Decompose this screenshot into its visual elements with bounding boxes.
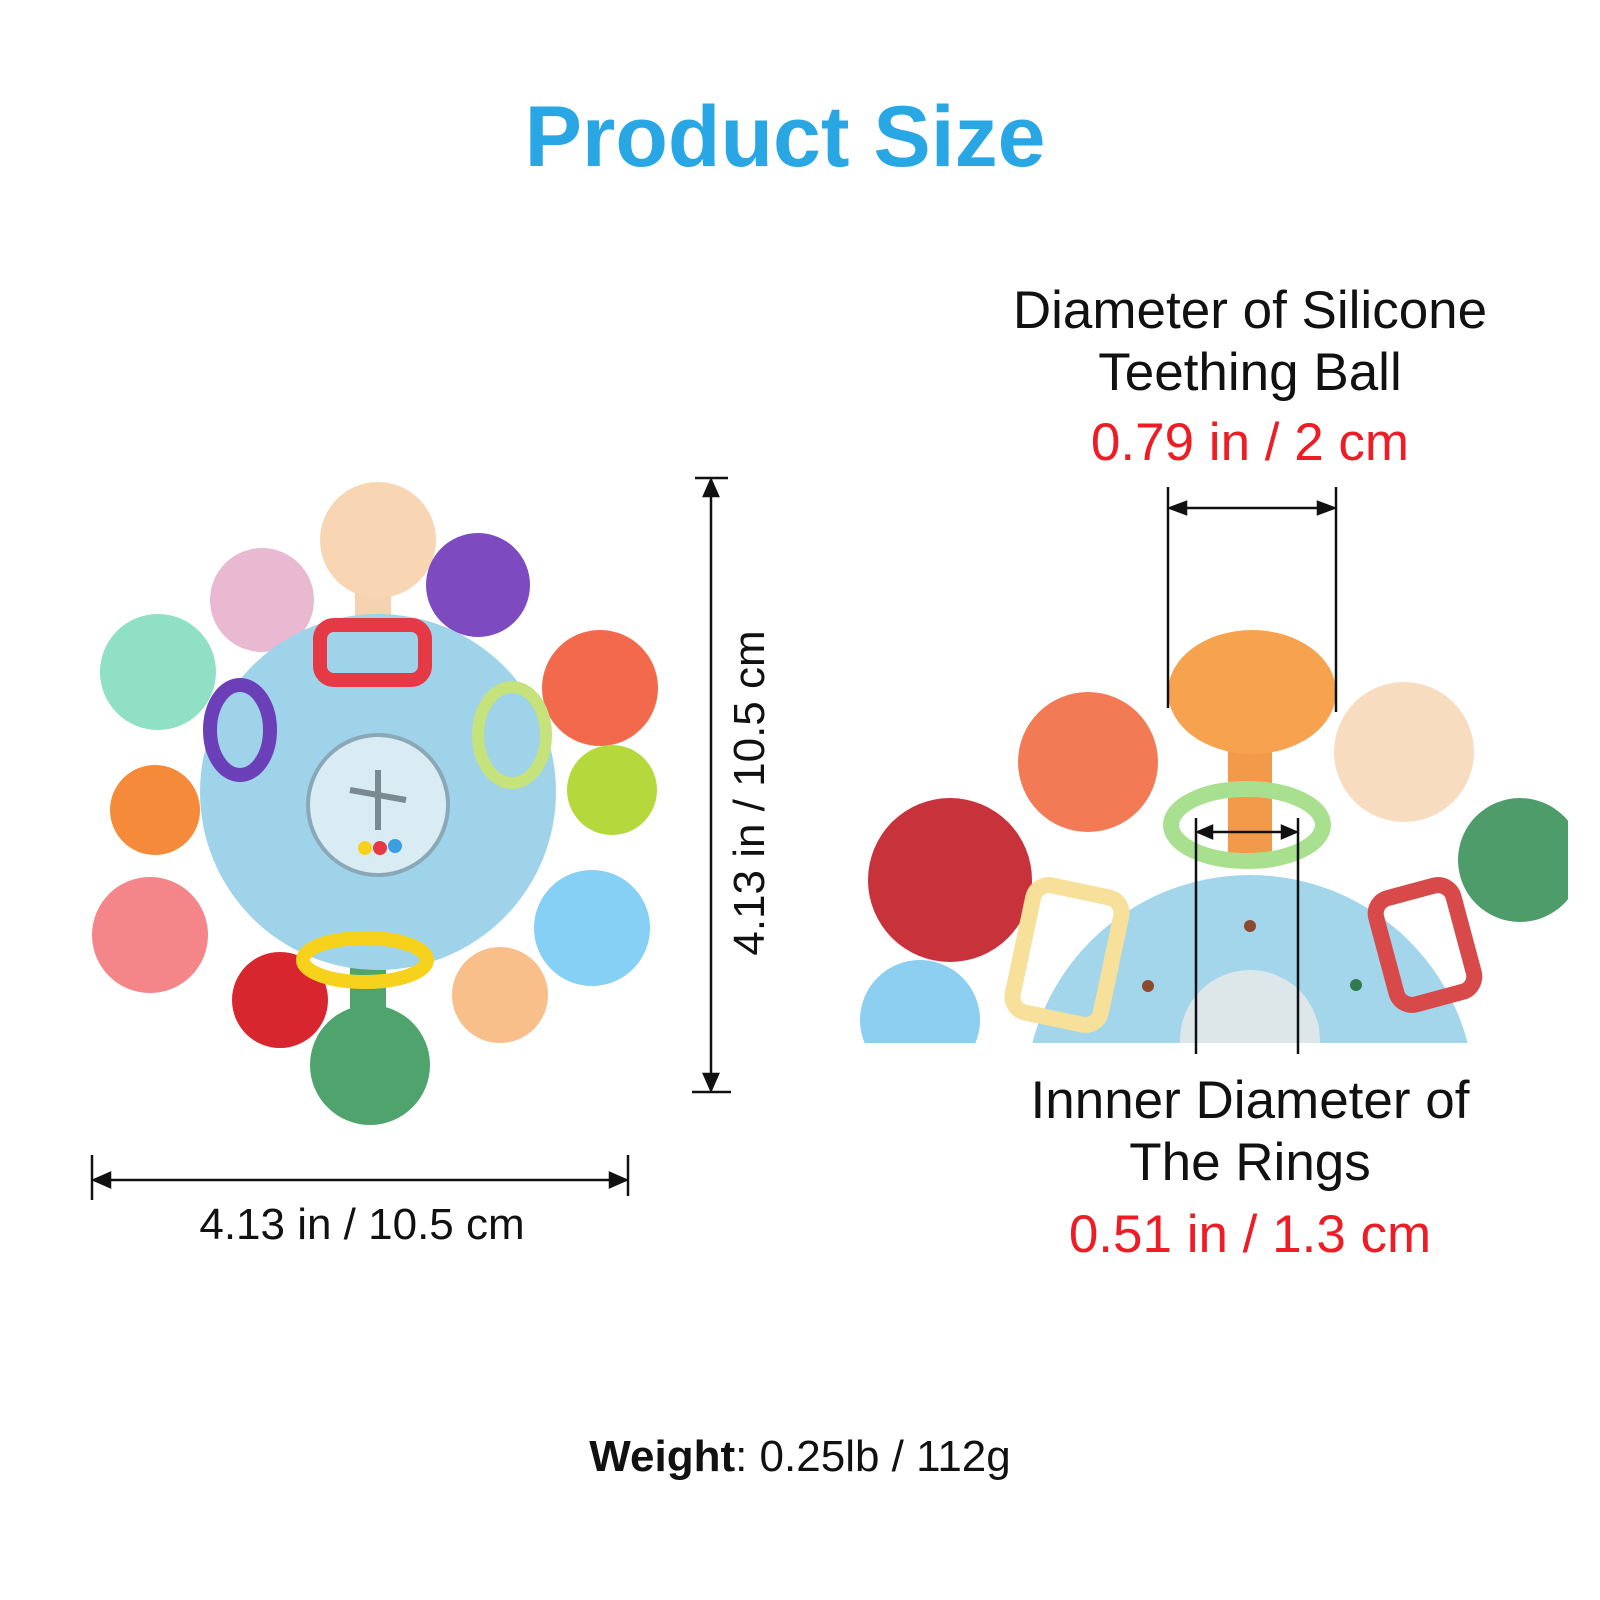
ball-diameter-label-line2: Teething Ball <box>1098 343 1402 402</box>
ring-diameter-label: Innner Diameter of The Rings 0.51 in / 1… <box>950 1070 1550 1266</box>
width-dimension-line <box>90 1155 630 1200</box>
ring-diameter-value: 0.51 in / 1.3 cm <box>1068 1205 1432 1264</box>
height-dimension-line <box>692 476 731 1094</box>
ring-diameter-label-line2: The Rings <box>1129 1133 1371 1192</box>
weight-info: Weight: 0.25lb / 112g <box>0 1432 1600 1482</box>
closeup-image <box>860 630 1568 1043</box>
height-label: 4.13 in / 10.5 cm <box>725 630 774 956</box>
weight-label: Weight <box>589 1432 736 1481</box>
ring-diameter-label-line1: Innner Diameter of <box>1030 1071 1470 1130</box>
ball-diameter-label: Diameter of Silicone Teething Ball 0.79 … <box>950 280 1550 474</box>
page-title: Product Size <box>524 89 1046 185</box>
ring-diameter-dimension-line <box>1194 818 1300 1054</box>
width-label: 4.13 in / 10.5 cm <box>199 1200 525 1249</box>
ball-diameter-dimension-line <box>1166 487 1338 712</box>
teething-toy-image <box>92 482 658 1125</box>
ball-diameter-label-line1: Diameter of Silicone <box>1012 281 1488 340</box>
ball-diameter-value: 0.79 in / 2 cm <box>1090 413 1410 472</box>
weight-value: : 0.25lb / 112g <box>735 1432 1011 1481</box>
